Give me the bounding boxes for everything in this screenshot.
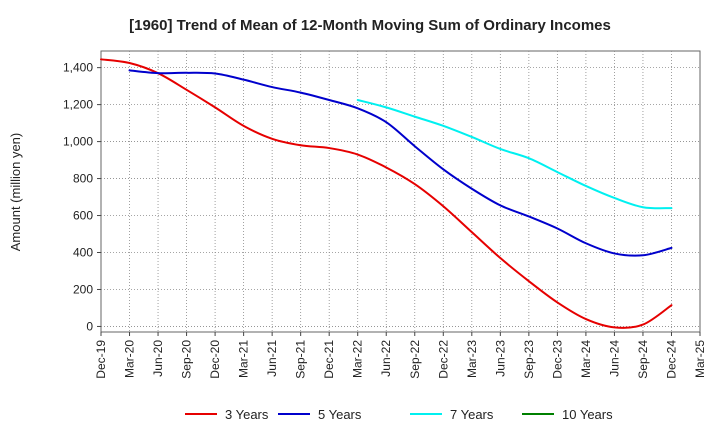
x-tick-label: Jun-21 — [265, 340, 279, 377]
legend-label-7-years: 7 Years — [450, 407, 494, 422]
legend-label-10-years: 10 Years — [562, 407, 613, 422]
y-tick-label: 400 — [73, 246, 93, 260]
x-tick-label: Jun-23 — [493, 340, 507, 377]
x-tick-label: Dec-23 — [550, 340, 564, 379]
series-lines — [100, 58, 673, 329]
series-line-7-years — [356, 98, 673, 210]
gridlines — [101, 51, 700, 332]
y-tick-label: 1,200 — [63, 98, 93, 112]
x-tick-label: Jun-22 — [379, 340, 393, 377]
y-tick-label: 1,400 — [63, 61, 93, 75]
x-tick-label: Sep-21 — [294, 340, 308, 379]
y-tick-label: 1,000 — [63, 135, 93, 149]
x-tick-label: Sep-22 — [408, 340, 422, 379]
x-tick-label: Mar-25 — [693, 340, 707, 378]
legend-label-5-years: 5 Years — [318, 407, 362, 422]
x-tick-label: Dec-21 — [322, 340, 336, 379]
chart-title: [1960] Trend of Mean of 12-Month Moving … — [129, 17, 611, 34]
y-tick-label: 200 — [73, 282, 93, 296]
x-tick-label: Dec-24 — [664, 340, 678, 379]
y-tick-label: 0 — [86, 319, 93, 333]
x-tick-label: Sep-24 — [636, 340, 650, 379]
series-line-3-years — [100, 58, 673, 329]
y-axis-label: Amount (million yen) — [8, 133, 23, 252]
series-line-5-years — [128, 69, 673, 257]
legend: 3 Years 5 Years 7 Years 10 Years — [185, 407, 613, 422]
y-axis: 0 200 400 600 800 1,000 1,200 1,400 — [63, 61, 101, 333]
x-tick-label: Mar-20 — [123, 340, 137, 378]
x-tick-label: Jun-20 — [151, 340, 165, 377]
y-tick-label: 600 — [73, 209, 93, 223]
x-tick-label: Dec-20 — [208, 340, 222, 379]
x-tick-label: Sep-20 — [180, 340, 194, 379]
legend-label-3-years: 3 Years — [225, 407, 269, 422]
x-tick-label: Sep-23 — [522, 340, 536, 379]
plot-area — [100, 50, 701, 333]
x-tick-label: Mar-23 — [465, 340, 479, 378]
x-tick-label: Dec-22 — [436, 340, 450, 379]
x-tick-label: Jun-24 — [607, 340, 621, 377]
y-tick-label: 800 — [73, 172, 93, 186]
x-axis: Dec-19 Mar-20 Jun-20 Sep-20 Dec-20 Mar-21 Jun-… — [94, 332, 707, 379]
x-tick-label: Mar-21 — [237, 340, 251, 378]
x-tick-label: Dec-19 — [94, 340, 108, 379]
x-tick-label: Mar-24 — [579, 340, 593, 378]
x-tick-label: Mar-22 — [351, 340, 365, 378]
